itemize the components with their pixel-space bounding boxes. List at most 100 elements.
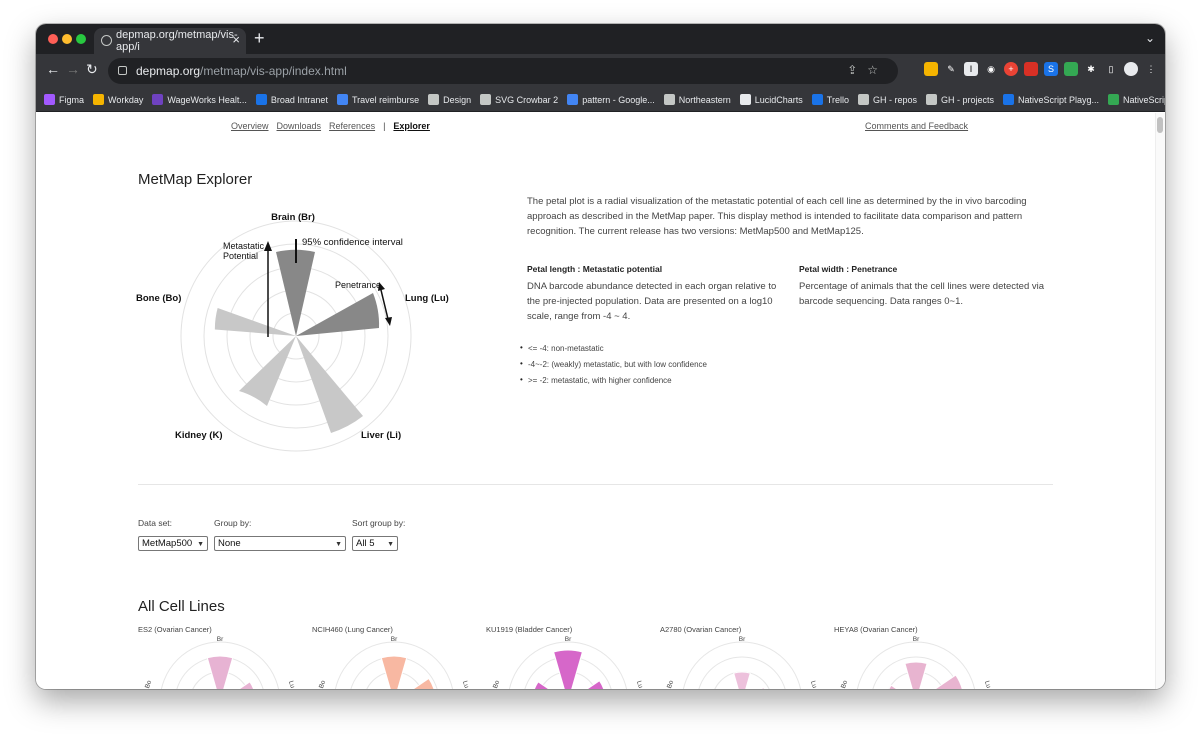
nav-overview[interactable]: Overview bbox=[231, 121, 269, 131]
extension-icon[interactable]: I bbox=[964, 62, 978, 76]
bookmark-item[interactable]: pattern - Google... bbox=[567, 94, 655, 105]
group-select[interactable]: None ▼ bbox=[214, 536, 346, 551]
petal bbox=[412, 677, 435, 689]
chevron-down-icon[interactable]: ⌄ bbox=[1144, 31, 1155, 45]
forward-arrow-icon[interactable]: → bbox=[66, 61, 80, 77]
minimize-window-button[interactable] bbox=[62, 34, 72, 44]
axis-label-lung: Lu bbox=[461, 680, 470, 689]
bookmark-item[interactable]: WageWorks Healt... bbox=[152, 94, 247, 105]
bookmark-item[interactable]: NativeScript Playg... bbox=[1003, 94, 1099, 105]
axis-label-brain: Br bbox=[913, 636, 920, 643]
site-nav: Overview Downloads References | Explorer bbox=[231, 121, 430, 131]
comments-feedback-link[interactable]: Comments and Feedback bbox=[865, 121, 969, 131]
axis-label-bone: Bo bbox=[318, 679, 327, 689]
bookmark-item[interactable]: Figma bbox=[44, 94, 84, 105]
page-viewport: Overview Downloads References | Explorer… bbox=[36, 113, 1165, 689]
bookmark-item[interactable]: LucidCharts bbox=[739, 94, 803, 105]
bookmark-icon bbox=[925, 94, 937, 105]
url-text: depmap.org/metmap/vis-app/index.html bbox=[136, 64, 347, 78]
grid-ring bbox=[334, 641, 454, 689]
axis-label-brain: Br bbox=[391, 636, 398, 643]
bookmark-item[interactable]: NativeScript Vue... bbox=[1108, 94, 1165, 105]
sidebar-icon[interactable]: ▯ bbox=[1104, 62, 1118, 76]
bookmark-item[interactable]: Design bbox=[428, 94, 471, 105]
bookmark-item[interactable]: Travel reimburse bbox=[336, 94, 419, 105]
avatar[interactable] bbox=[1124, 62, 1138, 76]
cell-line-name[interactable]: NCIH460 (Lung Cancer) bbox=[312, 625, 393, 634]
chevron-down-icon: ▼ bbox=[335, 541, 342, 548]
label-bone: Bone (Bo) bbox=[136, 293, 181, 304]
cell-line-petal-plot[interactable]: Br Lu Bo bbox=[484, 635, 644, 689]
bookmark-item[interactable]: Northeastern bbox=[663, 94, 731, 105]
tab-bar: depmap.org/metmap/vis-app/i × + ⌄ bbox=[36, 24, 1165, 54]
nav-downloads[interactable]: Downloads bbox=[276, 121, 322, 131]
puzzle-icon[interactable]: ✱ bbox=[1084, 62, 1098, 76]
arrow-head-icon bbox=[385, 317, 392, 326]
page-scrollbar[interactable] bbox=[1155, 113, 1165, 689]
petal bbox=[586, 680, 605, 689]
reload-icon[interactable]: ↻ bbox=[86, 61, 98, 77]
scrollbar-thumb[interactable] bbox=[1157, 117, 1163, 133]
axis-label-brain: Br bbox=[739, 636, 746, 643]
petal-brain bbox=[276, 249, 315, 336]
cell-line-petal-plot[interactable]: Br Lu Bo bbox=[136, 635, 296, 689]
bookmark-label: Figma bbox=[59, 94, 85, 105]
group-value: None bbox=[218, 538, 241, 549]
list-item: -4~-2: (weakly) metastatic, but with low… bbox=[520, 359, 707, 376]
bookmark-item[interactable]: Workday bbox=[93, 94, 143, 105]
petal bbox=[904, 661, 928, 689]
address-bar[interactable]: depmap.org/metmap/vis-app/index.html ⇪☆ bbox=[108, 58, 898, 84]
axis-label-bone: Bo bbox=[144, 679, 153, 689]
camera-icon[interactable]: ◉ bbox=[984, 62, 998, 76]
bookmark-label: Workday bbox=[108, 94, 144, 105]
sort-select[interactable]: All 5 ▼ bbox=[352, 536, 398, 551]
sort-value: All 5 bbox=[356, 538, 375, 549]
new-tab-button[interactable]: + bbox=[254, 28, 265, 48]
cell-line-name[interactable]: A2780 (Ovarian Cancer) bbox=[660, 625, 742, 634]
extension-icon[interactable]: + bbox=[1004, 62, 1018, 76]
cell-line-name[interactable]: KU1919 (Bladder Cancer) bbox=[486, 625, 573, 634]
maximize-window-button[interactable] bbox=[76, 34, 86, 44]
back-arrow-icon[interactable]: ← bbox=[46, 61, 60, 77]
extension-icon[interactable] bbox=[1024, 62, 1038, 76]
bookmark-icon bbox=[93, 94, 105, 105]
cell-line-petal-plot[interactable]: Br Lu Bo bbox=[658, 635, 818, 689]
petal bbox=[380, 655, 408, 689]
explorer-description: The petal plot is a radial visualization… bbox=[527, 196, 1027, 237]
menu-dots-icon[interactable]: ⋮ bbox=[1144, 62, 1158, 76]
bookmark-label: Trello bbox=[826, 94, 849, 105]
close-window-button[interactable] bbox=[48, 34, 58, 44]
label-lung: Lung (Lu) bbox=[405, 293, 449, 304]
nav-references[interactable]: References bbox=[329, 121, 376, 131]
cell-line-name[interactable]: ES2 (Ovarian Cancer) bbox=[138, 625, 212, 634]
pen-icon[interactable]: ✎ bbox=[944, 62, 958, 76]
extension-icon[interactable]: S bbox=[1044, 62, 1058, 76]
dataset-label: Data set: bbox=[138, 518, 173, 528]
bookmark-icon bbox=[811, 94, 823, 105]
close-tab-icon[interactable]: × bbox=[232, 32, 240, 47]
share-and-bookmark-icons[interactable]: ⇪☆ bbox=[847, 63, 888, 77]
nav-explorer[interactable]: Explorer bbox=[393, 121, 430, 131]
petal-width-heading: Petal width : Penetrance bbox=[799, 264, 898, 274]
bookmark-item[interactable]: Trello bbox=[811, 94, 849, 105]
extension-icon[interactable] bbox=[1064, 62, 1078, 76]
penetrance-arrow bbox=[380, 289, 389, 320]
grid-ring bbox=[856, 641, 976, 689]
bookmark-item[interactable]: SVG Crowbar 2 bbox=[480, 94, 558, 105]
bookmark-item[interactable]: GH - repos bbox=[857, 94, 917, 105]
grid-ring bbox=[160, 641, 280, 689]
bookmark-item[interactable]: GH - projects bbox=[925, 94, 994, 105]
petal-length-heading: Petal length : Metastatic potential bbox=[527, 264, 663, 274]
cell-line-name[interactable]: HEYA8 (Ovarian Cancer) bbox=[834, 625, 918, 634]
dataset-select[interactable]: MetMap500 ▼ bbox=[138, 536, 208, 551]
browser-tab[interactable]: depmap.org/metmap/vis-app/i × bbox=[94, 28, 246, 54]
extension-icon[interactable] bbox=[924, 62, 938, 76]
grid-ring bbox=[872, 656, 960, 689]
cell-line-petal-plot[interactable]: Br Lu Bo bbox=[310, 635, 470, 689]
lock-icon bbox=[118, 66, 127, 75]
bookmark-item[interactable]: Broad Intranet bbox=[255, 94, 328, 105]
label-metastatic: Metastatic bbox=[223, 241, 265, 251]
page-title: MetMap Explorer bbox=[138, 171, 253, 188]
cell-line-petal-plot[interactable]: Br Lu Bo bbox=[832, 635, 992, 689]
bookmark-icon bbox=[739, 94, 751, 105]
